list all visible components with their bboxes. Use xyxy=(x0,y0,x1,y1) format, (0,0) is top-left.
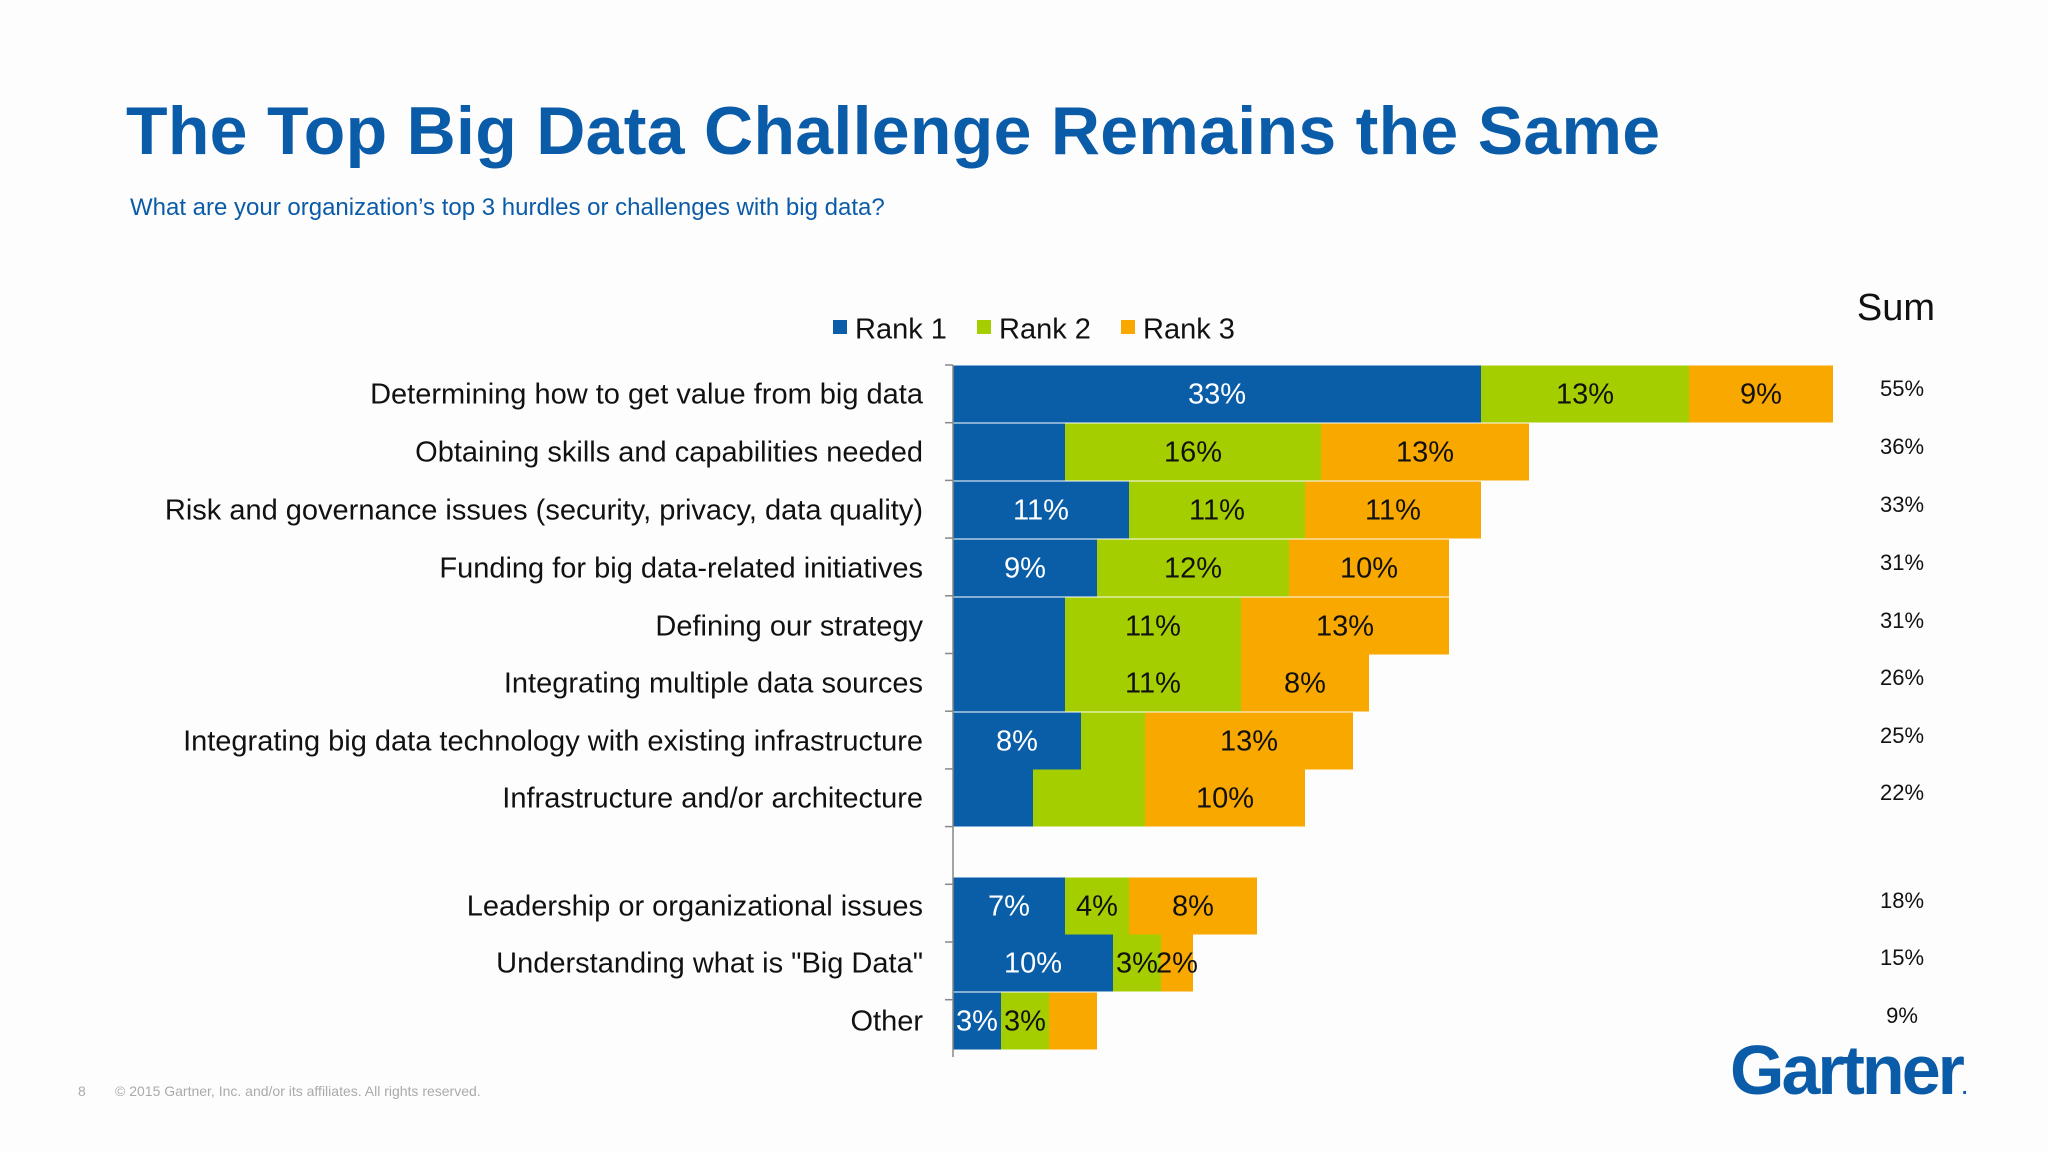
bar-1-row-5 xyxy=(953,597,1065,655)
data-label-3-row-7: 13% xyxy=(1220,726,1278,758)
bar-1-row-10 xyxy=(953,934,1113,992)
copyright-notice: © 2015 Gartner, Inc. and/or its affiliat… xyxy=(115,1083,481,1099)
logo-mark: . xyxy=(1961,1077,1968,1099)
data-label-3-row-8: 10% xyxy=(1196,783,1254,815)
bar-1-row-11 xyxy=(953,992,1001,1050)
category-label-row-11: Other xyxy=(850,1006,923,1038)
data-label-1-row-3: 11% xyxy=(1013,495,1069,527)
legend-label-rank-1: Rank 1 xyxy=(855,314,947,346)
data-label-1-row-10: 10% xyxy=(1004,948,1062,980)
page-title: The Top Big Data Challenge Remains the S… xyxy=(126,93,1661,169)
data-label-2-row-10: 3% xyxy=(1116,948,1158,980)
bar-2-row-6 xyxy=(1065,654,1241,712)
logo-text: Gartner xyxy=(1730,1031,1965,1109)
category-label-row-1: Determining how to get value from big da… xyxy=(370,379,924,411)
data-label-1-row-11: 3% xyxy=(956,1006,998,1038)
bar-2-row-2 xyxy=(1065,423,1321,481)
category-label-row-8: Infrastructure and/or architecture xyxy=(502,783,923,815)
sum-value-row-8: 22% xyxy=(1880,780,1924,805)
data-label-3-row-9: 8% xyxy=(1172,891,1214,923)
bar-3-row-10 xyxy=(1161,934,1193,992)
bar-2-row-7 xyxy=(1081,712,1145,770)
data-label-2-row-2: 16% xyxy=(1164,437,1222,469)
data-label-2-row-3: 11% xyxy=(1189,495,1245,527)
bar-2-row-8 xyxy=(1033,769,1145,827)
sum-value-row-7: 25% xyxy=(1880,723,1924,748)
data-label-2-row-11: 3% xyxy=(1004,1006,1046,1038)
legend-swatch-rank-2 xyxy=(977,320,991,334)
category-label-row-3: Risk and governance issues (security, pr… xyxy=(165,495,923,527)
sum-value-row-4: 31% xyxy=(1880,550,1924,575)
bar-3-row-1 xyxy=(1689,365,1833,423)
legend-label-rank-2: Rank 2 xyxy=(999,314,1091,346)
bar-3-row-11 xyxy=(1049,992,1097,1050)
bar-1-row-4 xyxy=(953,539,1097,597)
data-label-2-row-1: 13% xyxy=(1556,379,1614,411)
sum-value-row-5: 31% xyxy=(1880,608,1924,633)
data-label-2-row-4: 12% xyxy=(1164,553,1222,585)
category-label-row-7: Integrating big data technology with exi… xyxy=(183,726,923,758)
bar-3-row-2 xyxy=(1321,423,1529,481)
sum-value-row-2: 36% xyxy=(1880,434,1924,459)
bar-1-row-6 xyxy=(953,654,1065,712)
bar-2-row-9 xyxy=(1065,877,1129,935)
sum-header: Sum xyxy=(1857,287,1935,329)
bar-3-row-6 xyxy=(1241,654,1369,712)
category-label-row-5: Defining our strategy xyxy=(655,611,923,643)
bar-2-row-4 xyxy=(1097,539,1289,597)
data-label-3-row-10: 2% xyxy=(1156,948,1198,980)
category-label-row-4: Funding for big data-related initiatives xyxy=(439,553,923,585)
bar-3-row-7 xyxy=(1145,712,1353,770)
data-label-2-row-6: 11% xyxy=(1125,668,1181,700)
bar-1-row-8 xyxy=(953,769,1033,827)
legend-swatch-rank-1 xyxy=(833,320,847,334)
data-label-2-row-5: 11% xyxy=(1125,611,1181,643)
bar-2-row-11 xyxy=(1001,992,1049,1050)
legend-swatch-rank-3 xyxy=(1121,320,1135,334)
bar-2-row-5 xyxy=(1065,597,1241,655)
bar-3-row-9 xyxy=(1129,877,1257,935)
bar-2-row-1 xyxy=(1481,365,1689,423)
bar-3-row-3 xyxy=(1305,481,1481,539)
data-label-3-row-6: 8% xyxy=(1284,668,1326,700)
data-label-1-row-7: 8% xyxy=(996,726,1038,758)
bar-1-row-7 xyxy=(953,712,1081,770)
sum-value-row-1: 55% xyxy=(1880,376,1924,401)
bar-1-row-1 xyxy=(953,365,1481,423)
bar-3-row-8 xyxy=(1145,769,1305,827)
bar-2-row-10 xyxy=(1113,934,1161,992)
data-label-3-row-3: 11% xyxy=(1365,495,1421,527)
bar-1-row-2 xyxy=(953,423,1065,481)
category-label-row-10: Understanding what is "Big Data" xyxy=(496,948,923,980)
data-label-1-row-9: 7% xyxy=(988,891,1030,923)
sum-value-row-9: 18% xyxy=(1880,888,1924,913)
data-label-3-row-1: 9% xyxy=(1740,379,1782,411)
bar-3-row-4 xyxy=(1289,539,1449,597)
legend-label-rank-3: Rank 3 xyxy=(1143,314,1235,346)
page-number: 8 xyxy=(78,1083,86,1099)
category-label-row-2: Obtaining skills and capabilities needed xyxy=(415,437,923,469)
data-label-3-row-2: 13% xyxy=(1396,437,1454,469)
data-label-3-row-5: 13% xyxy=(1316,611,1374,643)
sum-value-row-10: 15% xyxy=(1880,945,1924,970)
page-subtitle: What are your organization’s top 3 hurdl… xyxy=(130,194,885,221)
data-label-3-row-4: 10% xyxy=(1340,553,1398,585)
data-label-2-row-9: 4% xyxy=(1076,891,1118,923)
bar-2-row-3 xyxy=(1129,481,1305,539)
category-label-row-6: Integrating multiple data sources xyxy=(504,668,923,700)
sum-value-row-11: 9% xyxy=(1886,1003,1918,1028)
data-label-1-row-1: 33% xyxy=(1188,379,1246,411)
sum-value-row-6: 26% xyxy=(1880,665,1924,690)
sum-value-row-3: 33% xyxy=(1880,492,1924,517)
data-label-1-row-4: 9% xyxy=(1004,553,1046,585)
gartner-logo: Gartner. xyxy=(1730,1030,1967,1110)
bar-3-row-5 xyxy=(1241,597,1449,655)
bar-1-row-9 xyxy=(953,877,1065,935)
bar-1-row-3 xyxy=(953,481,1129,539)
category-label-row-9: Leadership or organizational issues xyxy=(467,891,923,923)
